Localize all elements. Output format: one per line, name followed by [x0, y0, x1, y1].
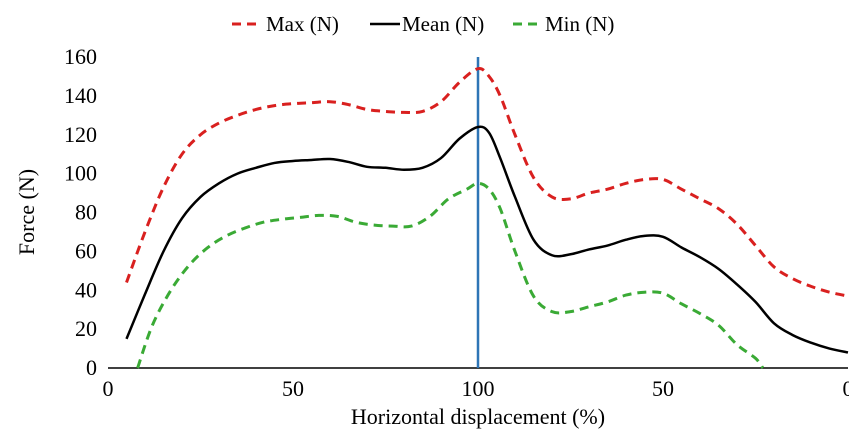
series-line-max: [125, 67, 849, 298]
legend-label-max: Max (N): [266, 12, 339, 36]
y-axis: 0 20 40 60 80 100 120 140 160: [64, 44, 97, 380]
legend-label-mean: Mean (N): [402, 12, 484, 36]
legend-item-min: Min (N): [513, 12, 614, 36]
legend-label-min: Min (N): [545, 12, 614, 36]
y-tick-label: 140: [64, 83, 97, 108]
x-axis: 0 50 100 50 0: [103, 367, 849, 401]
x-tick-label: 0: [843, 376, 849, 401]
y-tick-label: 100: [64, 161, 97, 186]
legend: Max (N) Mean (N) Min (N): [232, 12, 614, 36]
series-line-min: [136, 181, 765, 369]
x-tick-label: 50: [282, 376, 304, 401]
x-tick-label: 100: [462, 376, 495, 401]
x-axis-title: Horizontal displacement (%): [351, 404, 605, 429]
y-tick-label: 80: [75, 200, 97, 225]
legend-item-mean: Mean (N): [370, 12, 484, 36]
y-axis-title: Force (N): [14, 169, 39, 255]
y-tick-label: 160: [64, 44, 97, 69]
x-tick-label: 50: [652, 376, 674, 401]
y-tick-label: 20: [75, 316, 97, 341]
y-tick-label: 60: [75, 238, 97, 263]
legend-item-max: Max (N): [232, 12, 339, 36]
y-tick-label: 120: [64, 122, 97, 147]
x-tick-label: 0: [103, 376, 114, 401]
y-tick-label: 0: [86, 355, 97, 380]
series-line-mean: [125, 125, 849, 354]
plot-area: [125, 57, 849, 369]
y-tick-label: 40: [75, 277, 97, 302]
